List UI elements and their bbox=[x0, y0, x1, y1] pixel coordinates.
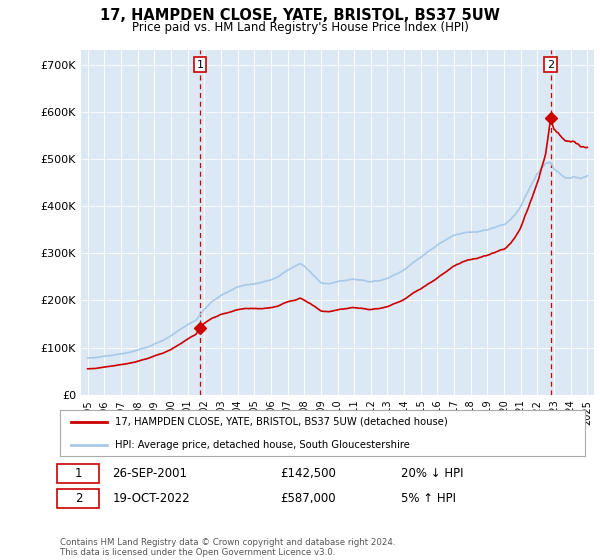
Text: 26-SEP-2001: 26-SEP-2001 bbox=[113, 466, 187, 480]
FancyBboxPatch shape bbox=[58, 464, 100, 483]
Text: 2: 2 bbox=[547, 59, 554, 69]
Text: 1: 1 bbox=[197, 59, 203, 69]
Text: 17, HAMPDEN CLOSE, YATE, BRISTOL, BS37 5UW: 17, HAMPDEN CLOSE, YATE, BRISTOL, BS37 5… bbox=[100, 8, 500, 24]
Text: 5% ↑ HPI: 5% ↑ HPI bbox=[401, 492, 456, 505]
Text: £142,500: £142,500 bbox=[281, 466, 337, 480]
Text: £587,000: £587,000 bbox=[281, 492, 336, 505]
FancyBboxPatch shape bbox=[58, 489, 100, 508]
Text: 1: 1 bbox=[74, 466, 82, 480]
Text: 20% ↓ HPI: 20% ↓ HPI bbox=[401, 466, 464, 480]
Text: 17, HAMPDEN CLOSE, YATE, BRISTOL, BS37 5UW (detached house): 17, HAMPDEN CLOSE, YATE, BRISTOL, BS37 5… bbox=[115, 417, 448, 427]
Text: HPI: Average price, detached house, South Gloucestershire: HPI: Average price, detached house, Sout… bbox=[115, 440, 410, 450]
Text: Contains HM Land Registry data © Crown copyright and database right 2024.
This d: Contains HM Land Registry data © Crown c… bbox=[60, 538, 395, 557]
Text: 19-OCT-2022: 19-OCT-2022 bbox=[113, 492, 190, 505]
Text: 2: 2 bbox=[74, 492, 82, 505]
Text: Price paid vs. HM Land Registry's House Price Index (HPI): Price paid vs. HM Land Registry's House … bbox=[131, 21, 469, 34]
